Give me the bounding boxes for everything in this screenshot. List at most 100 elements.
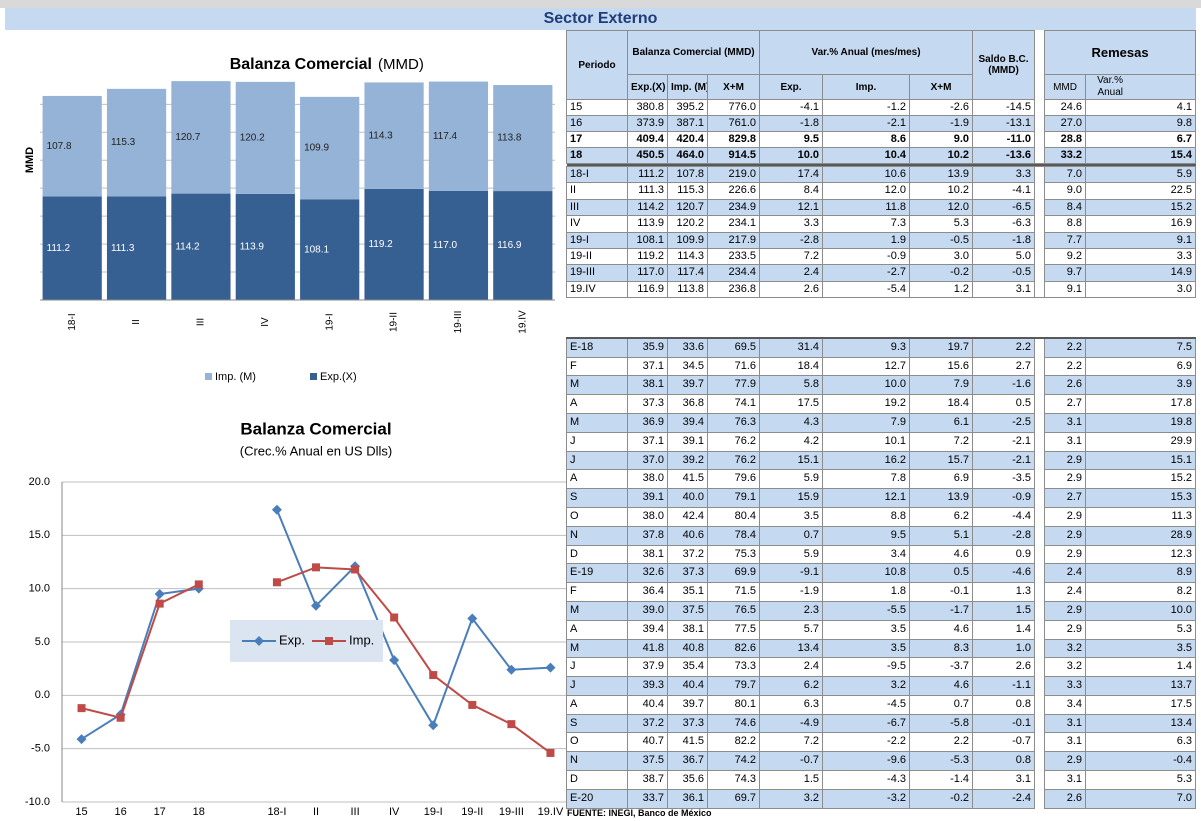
table-cell: -0.5 xyxy=(909,231,974,250)
table-cell: 387.1 xyxy=(667,115,708,132)
table-cell: 74.3 xyxy=(706,770,761,790)
table-cell: 10.8 xyxy=(822,563,911,584)
table-cell: 5.9 xyxy=(759,469,824,490)
x-tick-label: 16 xyxy=(114,806,126,818)
table-cell: 76.2 xyxy=(706,431,761,452)
gap-cell xyxy=(1034,751,1046,771)
table-cell: 3.4 xyxy=(822,544,911,565)
table-cell: -5.4 xyxy=(822,280,911,299)
gap-cell xyxy=(1034,507,1046,527)
table-cell: 10.2 xyxy=(909,182,974,200)
table-cell: -2.8 xyxy=(759,231,824,250)
table-cell: 1.4 xyxy=(972,619,1036,640)
table-cell: -1.8 xyxy=(972,231,1036,250)
marker xyxy=(77,704,86,713)
subheader-cell: Var.% Anual xyxy=(1085,74,1197,100)
table-cell: 75.3 xyxy=(706,544,761,565)
blank-cell xyxy=(566,297,1196,339)
table-cell: -4.4 xyxy=(972,506,1036,527)
table-cell: 3.1 xyxy=(1044,732,1087,753)
table-cell: 4.2 xyxy=(759,431,824,452)
header-cell: Periodo xyxy=(566,30,628,100)
gap-cell xyxy=(1034,30,1046,100)
table-cell: 17.8 xyxy=(1085,394,1197,414)
table-cell: 37.3 xyxy=(667,563,708,584)
legend-label: Imp. xyxy=(349,632,374,647)
table-cell: -0.7 xyxy=(972,732,1036,753)
bar-segment xyxy=(42,95,102,197)
table-cell: 22.5 xyxy=(1085,182,1197,200)
table-cell: 2.9 xyxy=(1044,600,1087,621)
bar-segment xyxy=(171,193,231,300)
line-series xyxy=(81,566,552,754)
table-cell: 3.4 xyxy=(1044,694,1087,715)
header-cell: Balanza Comercial (MMD) xyxy=(626,30,761,75)
table-cell: 776.0 xyxy=(706,99,761,116)
table-cell: 15.1 xyxy=(759,450,824,471)
table-cell: 38.1 xyxy=(627,544,668,565)
table-cell: 4.3 xyxy=(759,412,824,433)
table-cell: 2.2 xyxy=(1044,356,1087,377)
table-row: A 38.0 41.5 79.6 5.9 7.8 6.9 -3.5 2.9 15.2 xyxy=(566,469,1197,490)
table-cell: 19.IV xyxy=(566,280,628,299)
table-cell: 42.4 xyxy=(667,506,708,527)
data-label: 113.9 xyxy=(240,242,265,253)
table-cell: 3.1 xyxy=(1044,431,1087,452)
x-tick-label: III xyxy=(350,806,359,818)
table-row: II 111.3 115.3 226.6 8.4 12.0 10.2 -4.1 9.0 22.5 xyxy=(566,182,1197,200)
table-cell: 15.6 xyxy=(909,356,974,377)
table-cell: 1.3 xyxy=(972,582,1036,602)
bar-segment xyxy=(171,81,231,194)
y-tick-label: 0.0 xyxy=(35,689,50,701)
table-cell: -2.8 xyxy=(972,525,1036,546)
y-axis-label: MMD xyxy=(24,147,36,173)
table-cell: 31.4 xyxy=(759,337,824,358)
table-cell: 33.2 xyxy=(1044,147,1087,164)
table-cell: 9.5 xyxy=(822,525,911,546)
marker xyxy=(154,589,165,599)
table-cell: -2.7 xyxy=(822,264,911,282)
subheader-cell: X+M xyxy=(706,74,761,100)
gap-cell xyxy=(1034,131,1046,148)
table-row: 19.IV 116.9 113.8 236.8 2.6 -5.4 1.2 3.1 9.1 3.0 xyxy=(566,280,1197,299)
table-cell: 5.8 xyxy=(759,375,824,396)
table-cell: -0.7 xyxy=(759,751,824,772)
subheader-cell: Imp. xyxy=(822,74,911,100)
table-cell: 3.1 xyxy=(1044,412,1087,433)
table-cell: 120.2 xyxy=(667,215,708,233)
table-cell: 37.2 xyxy=(627,713,668,734)
table-cell: 37.3 xyxy=(627,394,668,414)
data-label: 114.3 xyxy=(368,130,393,141)
table-row: O 40.7 41.5 82.2 7.2 -2.2 2.2 -0.7 3.1 6.3 xyxy=(566,732,1197,753)
x-tick-label: 19-III xyxy=(453,311,464,334)
table-cell: 10.0 xyxy=(1085,600,1197,621)
table-cell: D xyxy=(566,770,628,790)
table-cell: 10.1 xyxy=(822,431,911,452)
table-row: IV 113.9 120.2 234.1 3.3 7.3 5.3 -6.3 8.8 16.9 xyxy=(566,215,1197,233)
table-cell: 7.5 xyxy=(1085,337,1197,358)
table-cell: 109.9 xyxy=(667,231,708,250)
gap-cell xyxy=(1034,394,1046,414)
table-cell: 37.5 xyxy=(627,751,668,772)
x-tick-label: 18-I xyxy=(267,806,286,818)
marker xyxy=(545,662,556,673)
table-cell: 13.4 xyxy=(1085,713,1197,734)
table-cell: 373.9 xyxy=(627,115,668,132)
table-cell: 9.0 xyxy=(909,131,974,148)
data-label: 113.8 xyxy=(497,133,522,144)
table-cell: 9.5 xyxy=(759,131,824,148)
marker xyxy=(546,748,555,757)
bar-segment xyxy=(106,88,167,197)
table-cell: 17.4 xyxy=(759,165,824,184)
x-tick-label: 19-II xyxy=(389,312,400,332)
table-cell: 114.3 xyxy=(667,248,708,266)
subheader-cell: MMD xyxy=(1044,74,1087,100)
table-cell: 41.8 xyxy=(627,638,668,659)
table-cell: 1.9 xyxy=(822,231,911,250)
table-cell: 15.2 xyxy=(1085,198,1197,217)
gap-cell xyxy=(1034,714,1046,733)
gap-cell xyxy=(1034,432,1046,452)
table-cell: 4.6 xyxy=(909,676,974,696)
table-cell: 5.3 xyxy=(1085,619,1197,640)
